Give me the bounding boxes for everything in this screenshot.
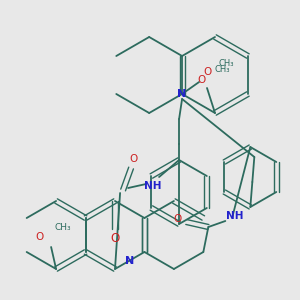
Text: O: O bbox=[35, 232, 43, 242]
Text: O: O bbox=[173, 214, 182, 224]
Text: NH: NH bbox=[144, 181, 162, 191]
Text: O: O bbox=[110, 232, 120, 244]
Text: N: N bbox=[178, 89, 187, 99]
Text: CH₃: CH₃ bbox=[214, 65, 230, 74]
Text: N: N bbox=[125, 256, 134, 266]
Text: CH₃: CH₃ bbox=[218, 58, 234, 68]
Text: O: O bbox=[203, 67, 211, 77]
Text: O: O bbox=[129, 154, 137, 164]
Text: NH: NH bbox=[226, 211, 243, 221]
Text: CH₃: CH₃ bbox=[55, 223, 71, 232]
Text: O: O bbox=[198, 75, 206, 85]
